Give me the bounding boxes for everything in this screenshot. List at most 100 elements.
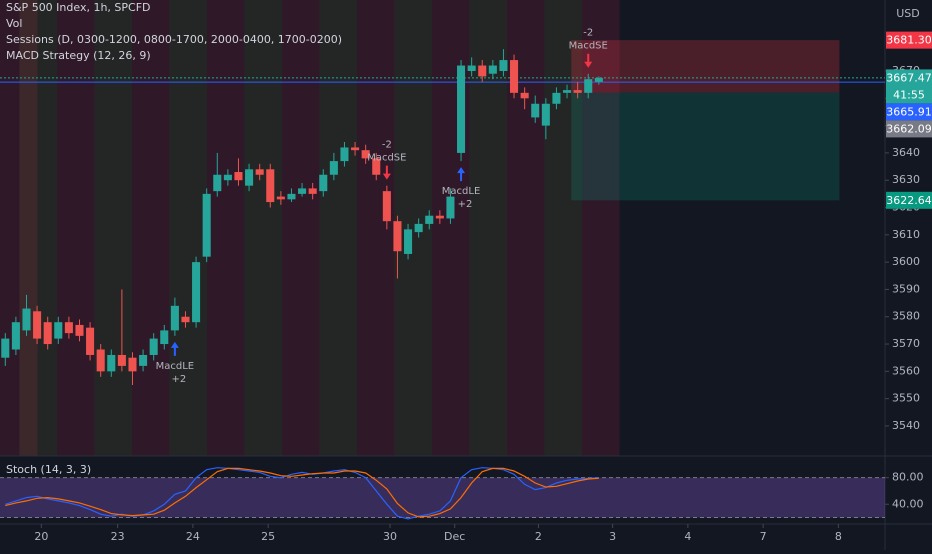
signal-arrow <box>457 167 466 182</box>
session-stripe <box>357 0 395 456</box>
session-stripes <box>0 0 620 456</box>
candle-body <box>414 223 423 233</box>
x-tick-label: 20 <box>34 530 48 543</box>
y-tick-label: 3580 <box>892 310 920 323</box>
price-label: 3622.64 <box>886 194 932 207</box>
stoch-line <box>5 467 599 520</box>
price-label-box <box>886 69 932 104</box>
price-label: 3667.47 <box>886 71 932 84</box>
y-tick-label: 3590 <box>892 282 920 295</box>
candle-body <box>128 357 137 372</box>
candle-body <box>510 60 519 93</box>
candle-body <box>329 161 338 175</box>
candle-body <box>22 308 31 331</box>
candle-body <box>435 215 444 219</box>
y-tick-label: 3540 <box>892 419 920 432</box>
candle-body <box>96 349 105 372</box>
y-tick-label: 3550 <box>892 392 920 405</box>
signal-label: MacdSE <box>367 153 406 164</box>
candle-body <box>117 354 126 366</box>
candle-body <box>181 316 190 323</box>
stoch-line <box>5 467 599 518</box>
stop-zone <box>571 40 840 93</box>
candle-body <box>54 322 63 339</box>
countdown: 41:55 <box>893 88 925 101</box>
y-tick-label: 3570 <box>892 337 920 350</box>
y-tick-label: 3610 <box>892 228 920 241</box>
candle-body <box>340 147 349 162</box>
x-tick-label: 2 <box>535 530 542 543</box>
candle-body <box>573 90 582 93</box>
candle-body <box>478 65 487 77</box>
candle-body <box>404 229 413 254</box>
candle-body <box>1 338 10 358</box>
candle-body <box>139 354 148 366</box>
session-stripe <box>544 0 582 456</box>
candle-body <box>160 330 169 345</box>
candle-body <box>255 169 264 175</box>
session-stripe <box>282 0 320 456</box>
legend-title: S&P 500 Index, 1h, SPCFD <box>6 1 151 14</box>
candle-body <box>107 354 116 372</box>
legend-item: Sessions (D, 0300-1200, 0800-1700, 2000-… <box>6 33 342 46</box>
candle-body <box>213 174 222 192</box>
candle-body <box>170 305 179 331</box>
legend-item: MACD Strategy (12, 26, 9) <box>6 49 151 62</box>
candle-body <box>361 150 370 159</box>
stoch-title: Stoch (14, 3, 3) <box>6 463 91 476</box>
candle-body <box>43 322 52 345</box>
price-label-box <box>886 120 932 138</box>
candle-body <box>287 193 296 200</box>
session-stripe <box>469 0 507 456</box>
signal-arrow <box>170 341 179 356</box>
stoch-band-fill <box>0 477 885 518</box>
candle-body <box>594 77 603 82</box>
y-tick-label: 3630 <box>892 173 920 186</box>
x-tick-label: 23 <box>111 530 125 543</box>
target-zone <box>571 92 840 201</box>
price-label: 3681.30 <box>886 34 932 47</box>
candle-body <box>75 324 84 336</box>
candle-body <box>531 103 540 118</box>
session-stripe <box>207 0 245 456</box>
stoch-tick-label: 80.00 <box>892 471 924 484</box>
legend-item: Vol <box>6 17 22 30</box>
candle-body <box>351 147 360 151</box>
price-label: 3665.91 <box>886 105 932 118</box>
y-tick-label: 3600 <box>892 255 920 268</box>
session-stripe <box>244 0 282 456</box>
candle-body <box>393 221 402 252</box>
candle-body <box>64 322 73 334</box>
x-tick-label: Dec <box>444 530 465 543</box>
session-stripe <box>19 0 57 456</box>
price-label: 3662.09 <box>886 122 932 135</box>
candle-body <box>276 196 285 200</box>
candle-body <box>86 327 95 355</box>
x-tick-label: 3 <box>609 530 616 543</box>
candle-body <box>520 92 529 99</box>
signal-qty: +2 <box>458 199 473 210</box>
candle-body <box>457 65 466 153</box>
session-stripe <box>132 0 170 456</box>
x-tick-label: 24 <box>186 530 200 543</box>
candle-body <box>467 65 476 71</box>
price-label-box <box>886 191 932 209</box>
candle-body <box>149 338 158 355</box>
candle-body <box>202 193 211 257</box>
signal-arrow <box>584 53 593 68</box>
legend: S&P 500 Index, 1h, SPCFD Vol Sessions (D… <box>6 1 342 476</box>
signal-label: MacdLE <box>156 361 195 372</box>
candle-body <box>319 174 328 192</box>
candle-body <box>488 65 497 74</box>
currency: USD <box>896 7 920 20</box>
candle-body <box>11 322 20 350</box>
x-tick-label: 4 <box>684 530 691 543</box>
candle-body <box>552 92 561 104</box>
session-stripe <box>319 0 357 456</box>
candle-body <box>298 188 307 194</box>
signal-arrow <box>382 165 391 180</box>
candle-body <box>563 90 572 93</box>
session-stripe <box>0 0 38 456</box>
signal-qty: +2 <box>172 374 187 385</box>
